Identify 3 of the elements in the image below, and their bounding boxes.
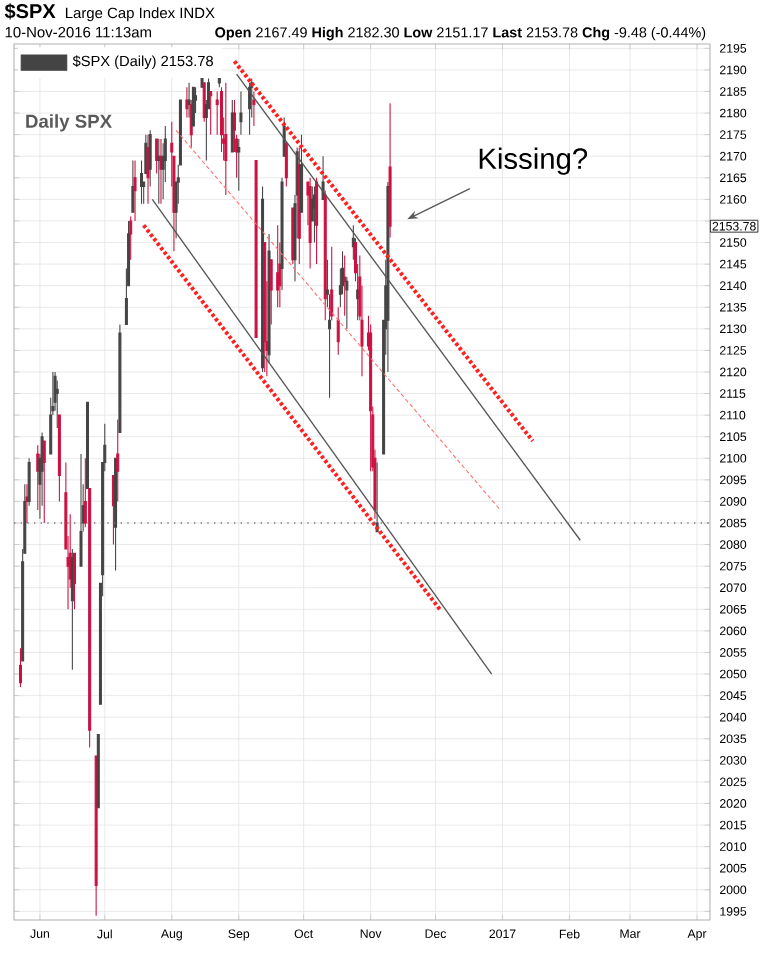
chart-title: $SPX — [4, 3, 56, 20]
annotation: Daily SPX — [26, 114, 112, 132]
annotation: Kissing? — [479, 147, 588, 175]
